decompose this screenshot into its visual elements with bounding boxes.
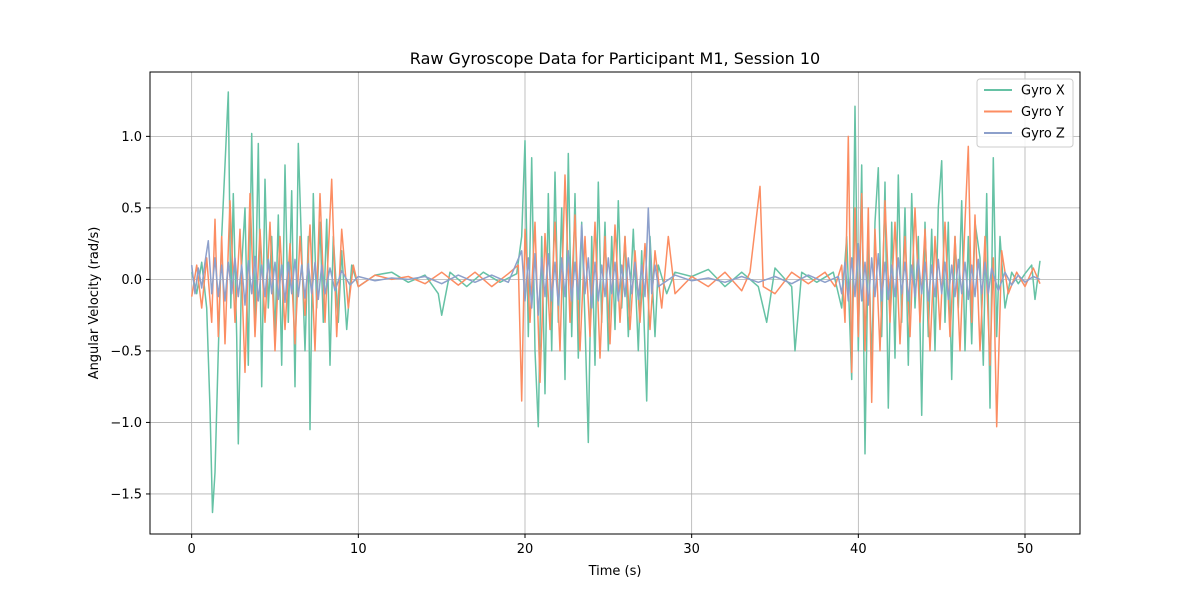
series-lines [190, 91, 1041, 514]
series-line-gyro-z [190, 207, 1041, 316]
y-axis-label: Angular Velocity (rad/s) [87, 227, 102, 380]
y-tick-label: 1.0 [121, 130, 142, 145]
x-tick-label: 10 [350, 542, 367, 557]
legend-box [976, 78, 1074, 148]
plot-frame [149, 71, 1081, 535]
y-tick-label: 0.5 [121, 201, 142, 216]
y-tick-label: 0.0 [121, 273, 142, 288]
x-tick-label: 0 [188, 542, 196, 557]
legend-label: Gyro Z [1021, 127, 1065, 142]
chart-title: Raw Gyroscope Data for Participant M1, S… [410, 49, 820, 68]
x-tick-label: 50 [1017, 542, 1034, 557]
y-tick-label: −0.5 [110, 344, 142, 359]
y-tick-label: −1.5 [110, 487, 142, 502]
series-line-gyro-y [190, 135, 1041, 428]
legend-label: Gyro X [1021, 84, 1065, 99]
x-tick-label: 20 [517, 542, 534, 557]
axis-ticks: 0 10 20 30 40 50 −1.5 −1.0 −0.5 0.0 0.5 1.0 [110, 130, 1033, 557]
legend-label: Gyro Y [1021, 105, 1064, 120]
y-tick-label: −1.0 [110, 416, 142, 431]
x-axis-label: Time (s) [588, 564, 642, 579]
x-tick-label: 30 [683, 542, 700, 557]
x-tick-label: 40 [850, 542, 867, 557]
legend: Gyro X Gyro Y Gyro Z [976, 78, 1074, 148]
